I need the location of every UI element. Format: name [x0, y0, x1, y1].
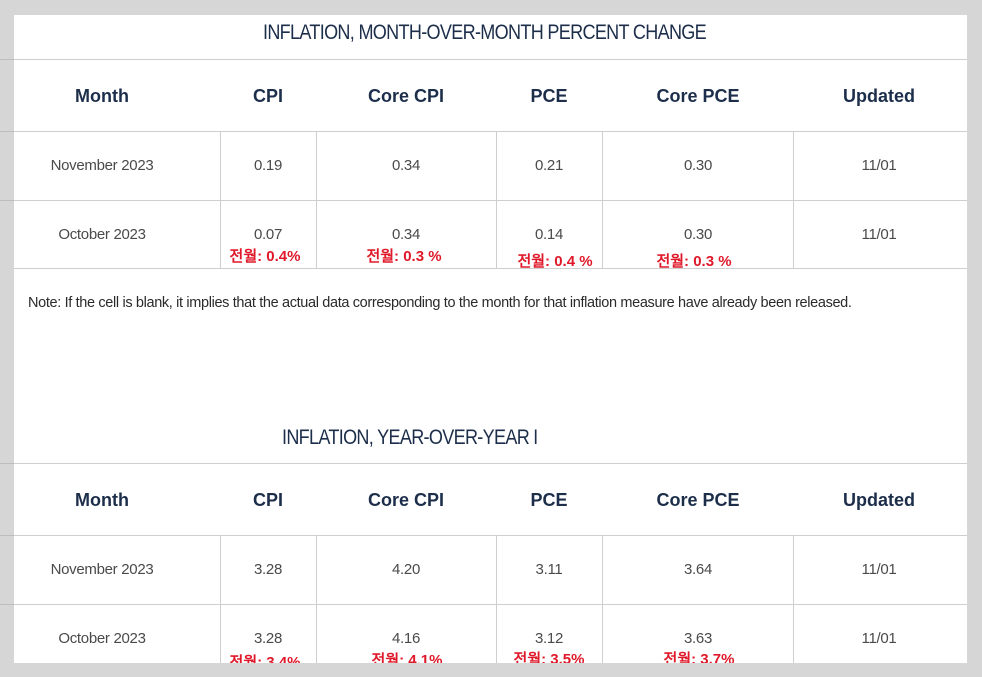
header-month: Month [75, 490, 129, 510]
header-pce: PCE [530, 86, 568, 106]
cell-updated: 11/01 [861, 226, 897, 243]
cell-pce: 3.11 [535, 561, 563, 578]
cell-core-pce: 0.30 [684, 226, 712, 243]
column-divider [496, 131, 497, 269]
mom-table-title: INFLATION, MONTH-OVER-MONTH PERCENT CHAN… [263, 21, 707, 44]
cell-core-cpi: 4.20 [392, 561, 420, 578]
prev-month-note: 전월: 0.3 % [366, 248, 442, 265]
prev-month-note: 전월: 3.7% [663, 651, 735, 663]
header-cpi: CPI [252, 86, 284, 106]
header-pce: PCE [530, 490, 568, 510]
header-updated: Updated [843, 490, 915, 510]
prev-month-note: 전월: 0.4 % [517, 253, 593, 270]
cell-core-cpi: 4.16 [392, 630, 420, 647]
edge-divider [0, 131, 14, 132]
footnote: Note: If the cell is blank, it implies t… [28, 295, 852, 311]
yoy-table-title: INFLATION, YEAR-OVER-YEAR PERCENT CHANGE [282, 426, 537, 449]
cell-updated: 11/01 [861, 561, 897, 578]
cell-core-pce: 0.30 [684, 157, 712, 174]
table-rule [14, 131, 967, 132]
prev-month-note: 전월: 0.4% [229, 248, 301, 265]
column-divider [602, 131, 603, 269]
column-divider [316, 535, 317, 663]
header-core-cpi: Core CPI [367, 86, 445, 106]
cell-month: October 2023 [58, 630, 146, 647]
cell-cpi: 3.28 [254, 630, 282, 647]
cell-pce: 0.14 [535, 226, 563, 243]
column-divider [220, 131, 221, 269]
cell-month: November 2023 [50, 157, 154, 174]
table-rule [14, 463, 967, 464]
cell-core-cpi: 0.34 [392, 157, 420, 174]
prev-month-note: 전월: 4.1% [371, 652, 443, 663]
cell-core-cpi: 0.34 [392, 226, 420, 243]
edge-divider [0, 535, 14, 536]
column-divider [220, 535, 221, 663]
header-cpi: CPI [252, 490, 284, 510]
header-month: Month [75, 86, 129, 106]
table-rule [14, 59, 967, 60]
header-core-pce: Core PCE [656, 490, 740, 510]
cell-month: October 2023 [58, 226, 146, 243]
edge-divider [0, 604, 14, 605]
prev-month-note: 전월: 3.5% [513, 651, 585, 663]
column-divider [316, 131, 317, 269]
edge-divider [0, 59, 14, 60]
cell-pce: 0.21 [535, 157, 563, 174]
cell-updated: 11/01 [861, 157, 897, 174]
cell-pce: 3.12 [535, 630, 563, 647]
header-updated: Updated [843, 86, 915, 106]
column-divider [793, 535, 794, 663]
table-rule [14, 268, 967, 269]
column-divider [602, 535, 603, 663]
cell-cpi: 0.07 [254, 226, 282, 243]
edge-divider [0, 463, 14, 464]
cell-core-pce: 3.64 [684, 561, 712, 578]
table-rule [14, 535, 967, 536]
cell-month: November 2023 [50, 561, 154, 578]
table-rule [14, 200, 967, 201]
cell-cpi: 0.19 [254, 157, 282, 174]
column-divider [496, 535, 497, 663]
cell-core-pce: 3.63 [684, 630, 712, 647]
edge-divider [0, 200, 14, 201]
cell-cpi: 3.28 [254, 561, 282, 578]
prev-month-note: 전월: 0.3 % [656, 253, 732, 270]
header-core-cpi: Core CPI [367, 490, 445, 510]
column-divider [793, 131, 794, 269]
table-rule [14, 604, 967, 605]
cell-updated: 11/01 [861, 630, 897, 647]
content-panel: INFLATION, MONTH-OVER-MONTH PERCENT CHAN… [14, 15, 967, 663]
prev-month-note: 전월: 3.4% [229, 654, 301, 663]
header-core-pce: Core PCE [656, 86, 740, 106]
